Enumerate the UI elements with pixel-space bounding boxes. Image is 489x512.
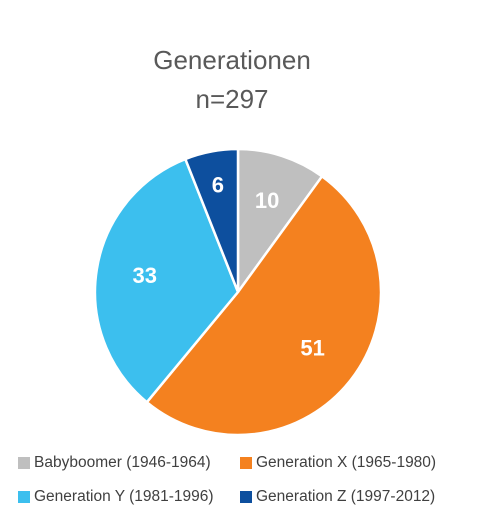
legend-label: Generation Z (1997-2012) (256, 488, 435, 505)
pie-slice (236, 147, 324, 296)
chart-title: Generationen (153, 45, 311, 75)
data-label: 33 (133, 263, 157, 288)
legend-label: Generation X (1965-1980) (256, 454, 436, 471)
chart-subtitle: n=297 (195, 84, 268, 114)
legend-swatch (18, 491, 30, 503)
pie-slice (93, 157, 240, 404)
data-label: 6 (212, 172, 224, 197)
legend-swatch (18, 457, 30, 469)
pie-slice (183, 147, 240, 293)
legend-swatch (240, 457, 252, 469)
legend-swatch (240, 491, 252, 503)
data-label: 10 (255, 188, 279, 213)
legend-label: Babyboomer (1946-1964) (34, 454, 211, 471)
legend-label: Generation Y (1981-1996) (34, 488, 214, 505)
data-label: 51 (300, 336, 324, 361)
pie-slice (145, 174, 383, 437)
